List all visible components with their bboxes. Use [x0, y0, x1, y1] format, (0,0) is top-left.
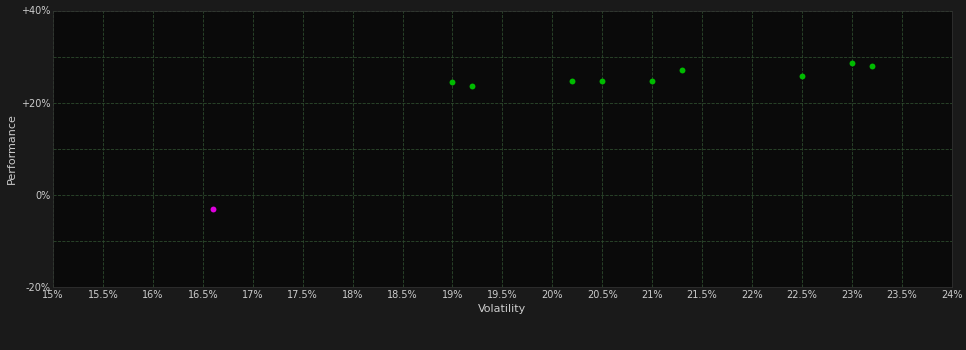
Point [794, 73, 810, 79]
Point [205, 206, 220, 211]
Point [864, 63, 879, 69]
Y-axis label: Performance: Performance [7, 113, 16, 184]
Point [564, 78, 580, 83]
Point [644, 78, 660, 83]
X-axis label: Volatility: Volatility [478, 304, 526, 314]
Point [594, 78, 610, 83]
Point [465, 83, 480, 89]
Point [444, 79, 460, 85]
Point [844, 61, 860, 66]
Point [674, 68, 690, 73]
